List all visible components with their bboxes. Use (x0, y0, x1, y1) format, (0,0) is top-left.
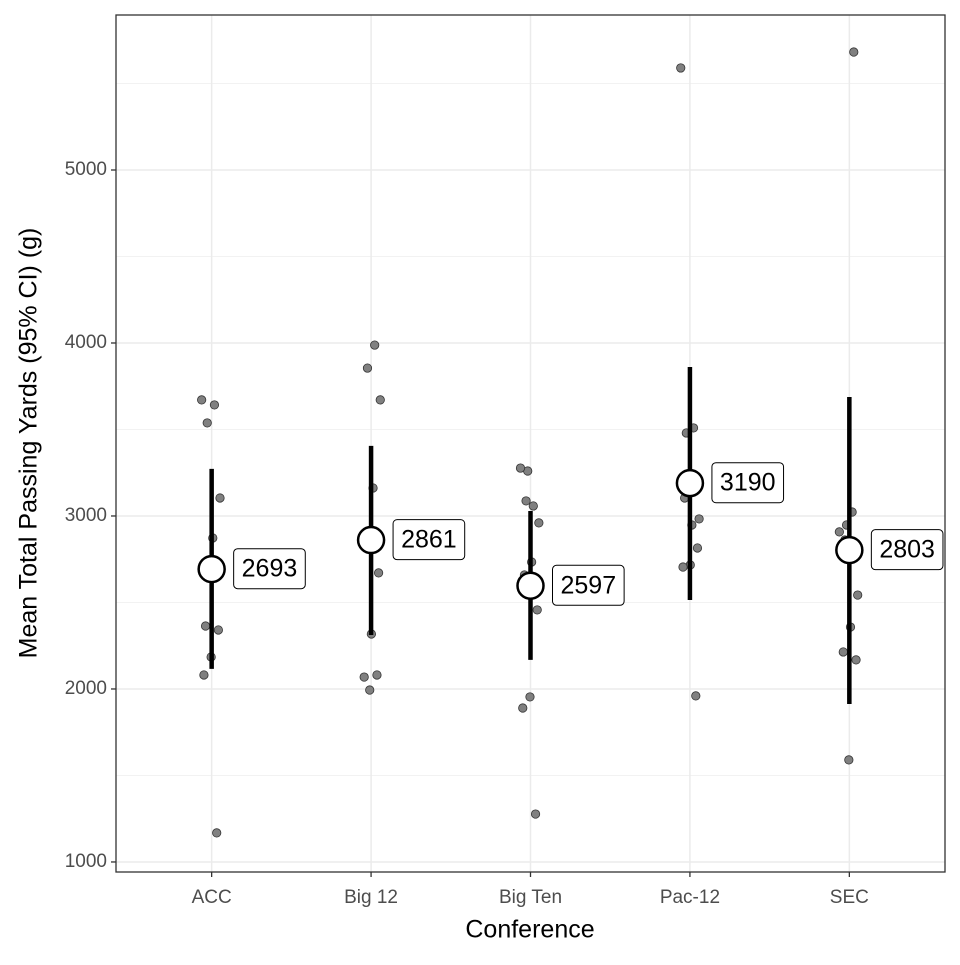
data-point (853, 590, 863, 600)
value-label-group: 2803 (870, 529, 944, 571)
value-label: 3190 (720, 469, 776, 497)
data-point (197, 395, 207, 405)
x-axis-title: Conference (465, 916, 594, 944)
value-label-group: 2861 (392, 519, 466, 561)
data-point (838, 647, 848, 657)
value-label-group: 3190 (711, 462, 785, 504)
data-point (375, 395, 385, 405)
data-point (528, 501, 538, 511)
x-tick-label: Big Ten (499, 887, 562, 908)
value-label-group: 2693 (233, 548, 306, 590)
mean-point (675, 468, 705, 498)
value-label-box (392, 519, 466, 561)
value-label-box (711, 462, 785, 504)
value-label-group: 2597 (552, 564, 625, 606)
x-tick-label: Pac-12 (660, 887, 720, 908)
data-point (676, 63, 686, 73)
data-point (213, 625, 223, 635)
x-tick-label: Big 12 (344, 887, 398, 908)
data-point (374, 568, 384, 578)
data-point (372, 670, 382, 680)
data-point (362, 363, 373, 373)
value-label-box (870, 529, 944, 571)
y-axis-title: Mean Total Passing Yards (95% CI) (g) (15, 228, 43, 659)
mean-point (516, 571, 545, 600)
data-point (692, 543, 703, 553)
data-point (678, 562, 688, 572)
data-point (530, 809, 541, 819)
y-tick-label: 4000 (65, 332, 107, 353)
data-point (694, 514, 704, 524)
mean-point (356, 525, 386, 555)
y-tick-label: 3000 (65, 505, 107, 526)
mean-point (197, 554, 226, 584)
x-tick-label: SEC (830, 887, 869, 908)
data-point (212, 828, 222, 838)
data-point (834, 527, 844, 537)
data-point (851, 655, 861, 665)
value-label-box (233, 548, 306, 590)
marks: 2693 2861 2597 3190 2803 (197, 47, 944, 838)
value-label-box (552, 564, 625, 606)
value-label: 2861 (401, 526, 457, 554)
x-tick-label: ACC (192, 887, 232, 908)
y-tick-label: 2000 (65, 678, 107, 699)
data-point (202, 418, 212, 428)
data-point (365, 685, 375, 695)
data-point (200, 621, 211, 631)
value-label: 2597 (561, 571, 617, 599)
data-point (525, 692, 535, 702)
value-label: 2803 (879, 536, 935, 564)
data-point (359, 672, 369, 682)
data-point (370, 340, 380, 350)
data-point (209, 400, 220, 410)
y-tick-label: 1000 (65, 851, 107, 872)
y-tick-label: 5000 (65, 159, 107, 180)
data-point (844, 755, 854, 765)
mean-point (835, 535, 864, 565)
data-point (215, 493, 225, 503)
data-point (849, 47, 859, 57)
data-point (532, 605, 542, 615)
data-point (534, 518, 544, 528)
data-point (515, 463, 526, 473)
value-label: 2693 (242, 555, 298, 583)
data-point (199, 670, 209, 680)
data-point (691, 691, 701, 701)
data-point (521, 496, 531, 506)
data-point (518, 703, 528, 713)
